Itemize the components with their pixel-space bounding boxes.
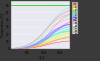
X-axis label: t [s]: t [s] [38, 56, 44, 60]
Y-axis label: Temperature [°C]: Temperature [°C] [1, 13, 5, 37]
Legend: 1, 2, 3, 4, 5, 6, 7, 8, 9, 10, 11, 12, 13, 14, 15, 16, 17, 18, 19, 20: 1, 2, 3, 4, 5, 6, 7, 8, 9, 10, 11, 12, 1… [72, 2, 78, 34]
